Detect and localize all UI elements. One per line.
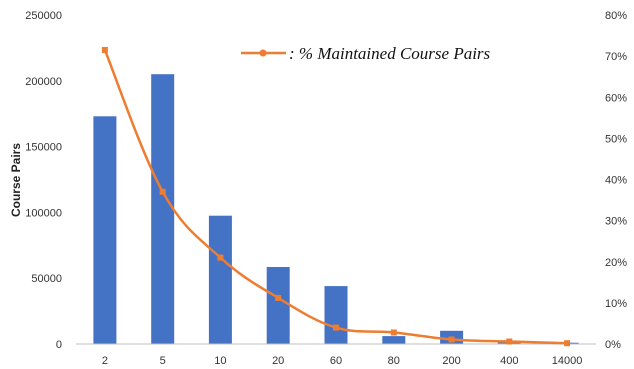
y2-axis-ticks: 0% 10% 20% 30% 40% 50% 60% 70% 80%	[605, 10, 627, 351]
x-axis-ticks: 2 5 10 20 60 80 200 400 14000	[102, 355, 583, 367]
y-tick-label: 50000	[31, 273, 62, 285]
y-axis-ticks: 0 50000 100000 150000 200000 250000	[25, 10, 62, 351]
x-tick-label: 80	[388, 355, 400, 367]
line-point-80	[390, 329, 397, 336]
x-tick-label: 20	[272, 355, 284, 367]
legend-label: : % Maintained Course Pairs	[289, 44, 491, 63]
line-point-2	[101, 47, 108, 53]
y2-tick-label: 70%	[605, 51, 627, 63]
y-axis-label: Course Pairs	[9, 143, 23, 217]
y2-tick-label: 40%	[605, 175, 627, 187]
legend: : % Maintained Course Pairs	[241, 44, 491, 63]
line-point-10	[217, 254, 224, 261]
y2-tick-label: 50%	[605, 133, 627, 145]
y2-tick-label: 30%	[605, 216, 627, 228]
y-tick-label: 150000	[25, 142, 62, 154]
y2-tick-label: 10%	[605, 298, 627, 310]
legend-marker	[259, 49, 267, 57]
x-tick-label: 2	[102, 355, 108, 367]
x-tick-label: 200	[442, 355, 460, 367]
line-series	[101, 47, 571, 347]
line-point-5	[159, 188, 166, 195]
x-tick-label: 60	[330, 355, 342, 367]
bar-5	[151, 74, 175, 344]
x-tick-label: 5	[160, 355, 166, 367]
bar-60	[324, 286, 348, 344]
bar-2	[93, 116, 117, 344]
line-point-20	[275, 294, 282, 301]
y-tick-label: 200000	[25, 76, 62, 88]
x-tick-label: 400	[500, 355, 518, 367]
y2-tick-label: 80%	[605, 10, 627, 22]
x-tick-label: 14000	[552, 355, 583, 367]
line-point-400	[506, 338, 513, 345]
y2-tick-label: 0%	[605, 339, 621, 351]
line-point-60	[333, 324, 339, 331]
y2-tick-label: 20%	[605, 257, 627, 269]
line-point-14000	[564, 340, 571, 347]
line-point-200	[448, 336, 455, 343]
y-tick-label: 250000	[25, 10, 62, 22]
bar-80	[382, 336, 406, 344]
bar-series	[93, 74, 579, 344]
bar-20	[266, 267, 290, 344]
bar-10	[208, 215, 232, 344]
y2-tick-label: 60%	[605, 92, 627, 104]
x-tick-label: 10	[214, 355, 226, 367]
y-tick-label: 0	[56, 339, 62, 351]
y-tick-label: 100000	[25, 207, 62, 219]
